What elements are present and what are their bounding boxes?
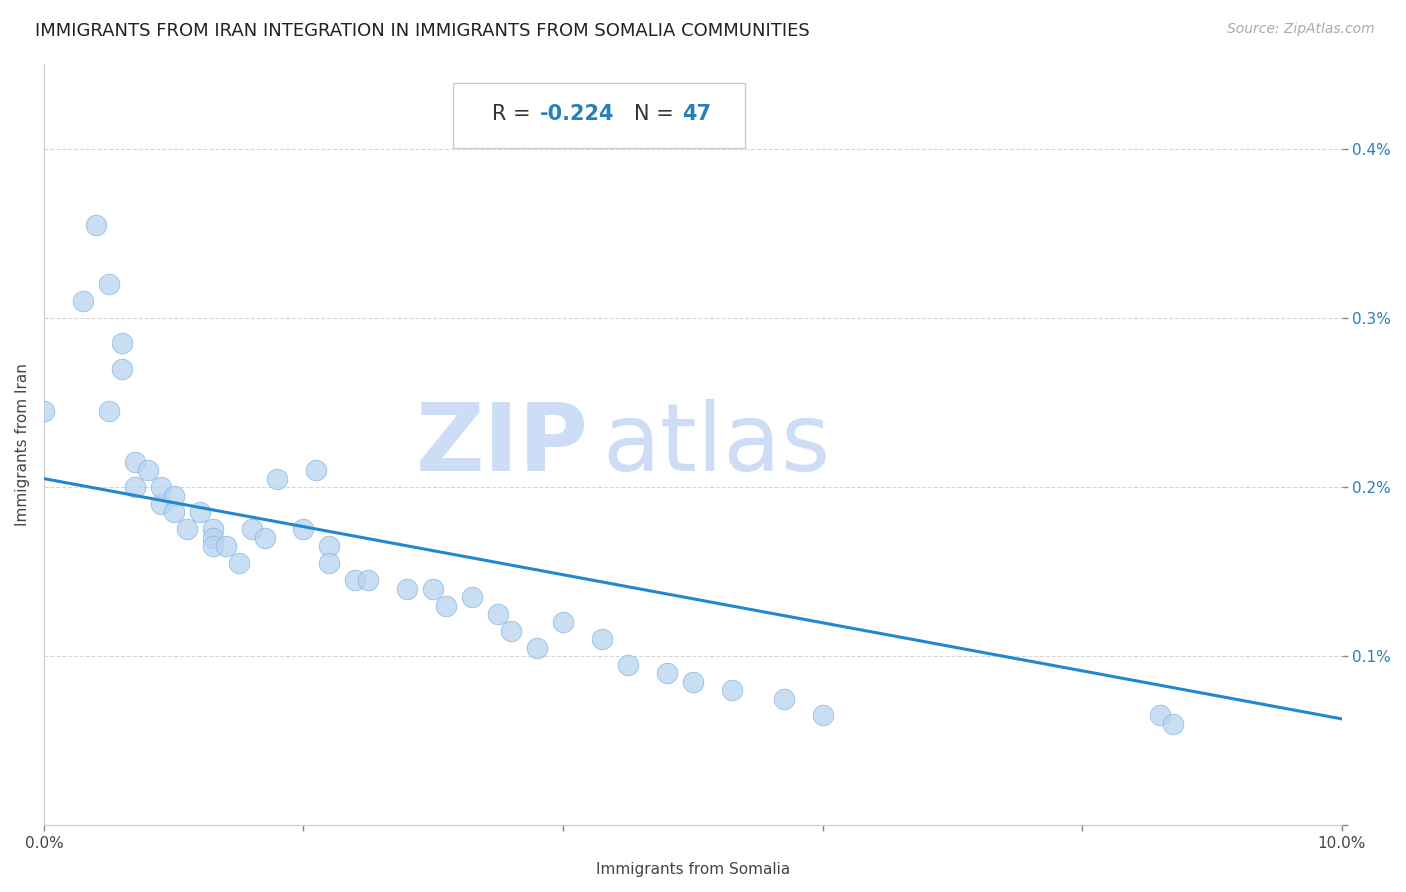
Point (461, 590, 484, 604)
Point (111, 361, 134, 376)
Point (486, 607, 509, 621)
Point (591, 632, 613, 647)
Point (434, 599, 457, 613)
Point (240, 522, 263, 536)
Text: 47: 47 (682, 103, 711, 124)
Point (720, 683, 742, 698)
Point (422, 582, 444, 596)
Text: -0.224: -0.224 (540, 103, 614, 124)
Point (176, 522, 198, 536)
Text: atlas: atlas (602, 399, 830, 491)
Point (617, 657, 640, 672)
Point (228, 556, 250, 570)
Text: ZIP: ZIP (416, 399, 589, 491)
Point (292, 522, 315, 536)
Point (526, 640, 548, 655)
Point (682, 674, 704, 689)
Point (84, 218, 107, 232)
Point (357, 573, 380, 587)
Text: IMMIGRANTS FROM IRAN INTEGRATION IN IMMIGRANTS FROM SOMALIA COMMUNITIES: IMMIGRANTS FROM IRAN INTEGRATION IN IMMI… (35, 22, 810, 40)
Point (97, 277, 120, 291)
Point (396, 582, 419, 596)
Point (772, 691, 794, 706)
Point (305, 463, 328, 477)
Point (1149, 708, 1171, 723)
Y-axis label: Immigrants from Iran: Immigrants from Iran (15, 363, 30, 526)
X-axis label: Immigrants from Somalia: Immigrants from Somalia (596, 862, 790, 877)
Point (32, 404, 55, 418)
Point (344, 573, 367, 587)
Point (501, 624, 523, 638)
Point (253, 531, 276, 545)
Point (163, 489, 186, 503)
Point (124, 455, 146, 469)
Point (124, 480, 146, 494)
Point (214, 539, 236, 553)
Text: Source: ZipAtlas.com: Source: ZipAtlas.com (1227, 22, 1375, 37)
Point (149, 497, 172, 511)
Point (149, 480, 172, 494)
Point (201, 539, 224, 553)
Point (97, 404, 120, 418)
Text: N =: N = (634, 103, 681, 124)
Point (136, 463, 159, 477)
Point (655, 666, 678, 681)
Point (266, 472, 288, 486)
Point (811, 708, 834, 723)
Point (201, 531, 224, 545)
Point (1161, 717, 1184, 731)
Point (72, 293, 94, 308)
Text: R =: R = (492, 103, 537, 124)
FancyBboxPatch shape (453, 83, 745, 148)
Point (111, 336, 134, 351)
Point (318, 556, 340, 570)
Point (188, 505, 211, 519)
Point (551, 615, 574, 630)
Point (318, 539, 340, 553)
Point (201, 522, 224, 536)
Point (163, 505, 186, 519)
